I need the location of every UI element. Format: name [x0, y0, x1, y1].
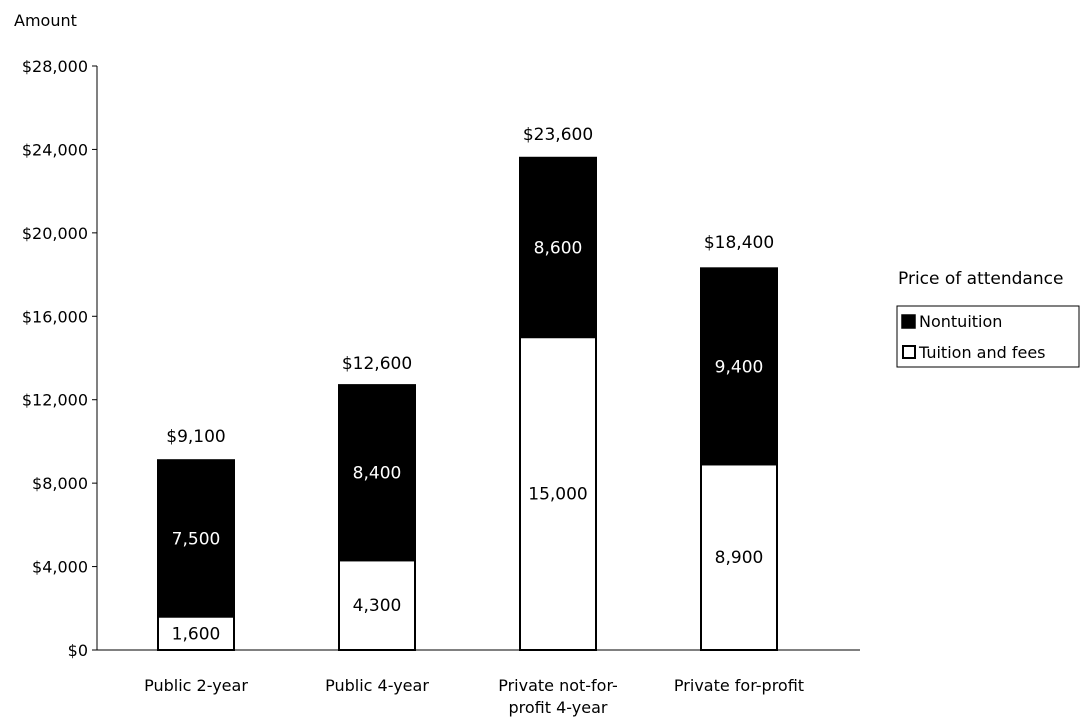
- bar-segment-tuition: [157, 615, 235, 652]
- legend-label-tuition: Tuition and fees: [918, 343, 1046, 362]
- bars: 1,600 7,500 $9,100 Public 2-year 4,300 8,400 $…: [144, 125, 804, 717]
- segment-value-label: 9,400: [715, 357, 764, 377]
- total-value-label: $23,600: [523, 125, 593, 145]
- segment-value-label: 8,900: [715, 548, 764, 568]
- y-tick-label: $8,000: [32, 474, 88, 493]
- legend-box: [896, 305, 1080, 368]
- legend-swatch-nontuition: [901, 314, 916, 329]
- bar-segment-nontuition: [519, 156, 597, 339]
- x-category-label: Private not-for-: [498, 676, 618, 695]
- segment-value-label: 8,600: [534, 238, 583, 258]
- legend: Price of attendance Nontuition Tuition a…: [896, 269, 1080, 368]
- y-tick-label: $16,000: [22, 307, 88, 326]
- x-category-label: profit 4-year: [509, 698, 608, 717]
- legend-label-nontuition: Nontuition: [919, 312, 1002, 331]
- total-value-label: $18,400: [704, 233, 774, 253]
- segment-value-label: 4,300: [353, 596, 402, 616]
- segment-value-label: 15,000: [528, 485, 587, 505]
- y-tick-label: $20,000: [22, 224, 88, 243]
- x-category-label: Private for-profit: [674, 676, 804, 695]
- x-category-label: Public 2-year: [144, 676, 248, 695]
- y-tick-label: $4,000: [32, 558, 88, 577]
- legend-swatch-tuition: [902, 345, 916, 359]
- axes: $0 $4,000 $8,000 $12,000 $16,000 $20,000 $24,0…: [22, 57, 860, 660]
- bar-segment-nontuition: [700, 267, 778, 466]
- bar-segment-nontuition: [157, 459, 235, 618]
- x-category-label: Public 4-year: [325, 676, 429, 695]
- y-tick-label: $24,000: [22, 140, 88, 159]
- y-tick-label: $12,000: [22, 391, 88, 410]
- total-value-label: $9,100: [166, 427, 225, 447]
- bar-segment-tuition: [700, 463, 778, 651]
- bar-segment-nontuition: [338, 384, 416, 562]
- y-tick-label: $0: [68, 641, 88, 660]
- segment-value-label: 8,400: [353, 464, 402, 484]
- bar-segment-tuition: [519, 336, 597, 651]
- bar-segment-tuition: [338, 559, 416, 651]
- legend-title: Price of attendance: [898, 269, 1063, 289]
- total-value-label: $12,600: [342, 354, 412, 374]
- y-tick-label: $28,000: [22, 57, 88, 76]
- y-axis-title: Amount: [14, 11, 77, 30]
- segment-value-label: 1,600: [172, 624, 221, 644]
- segment-value-label: 7,500: [172, 529, 221, 549]
